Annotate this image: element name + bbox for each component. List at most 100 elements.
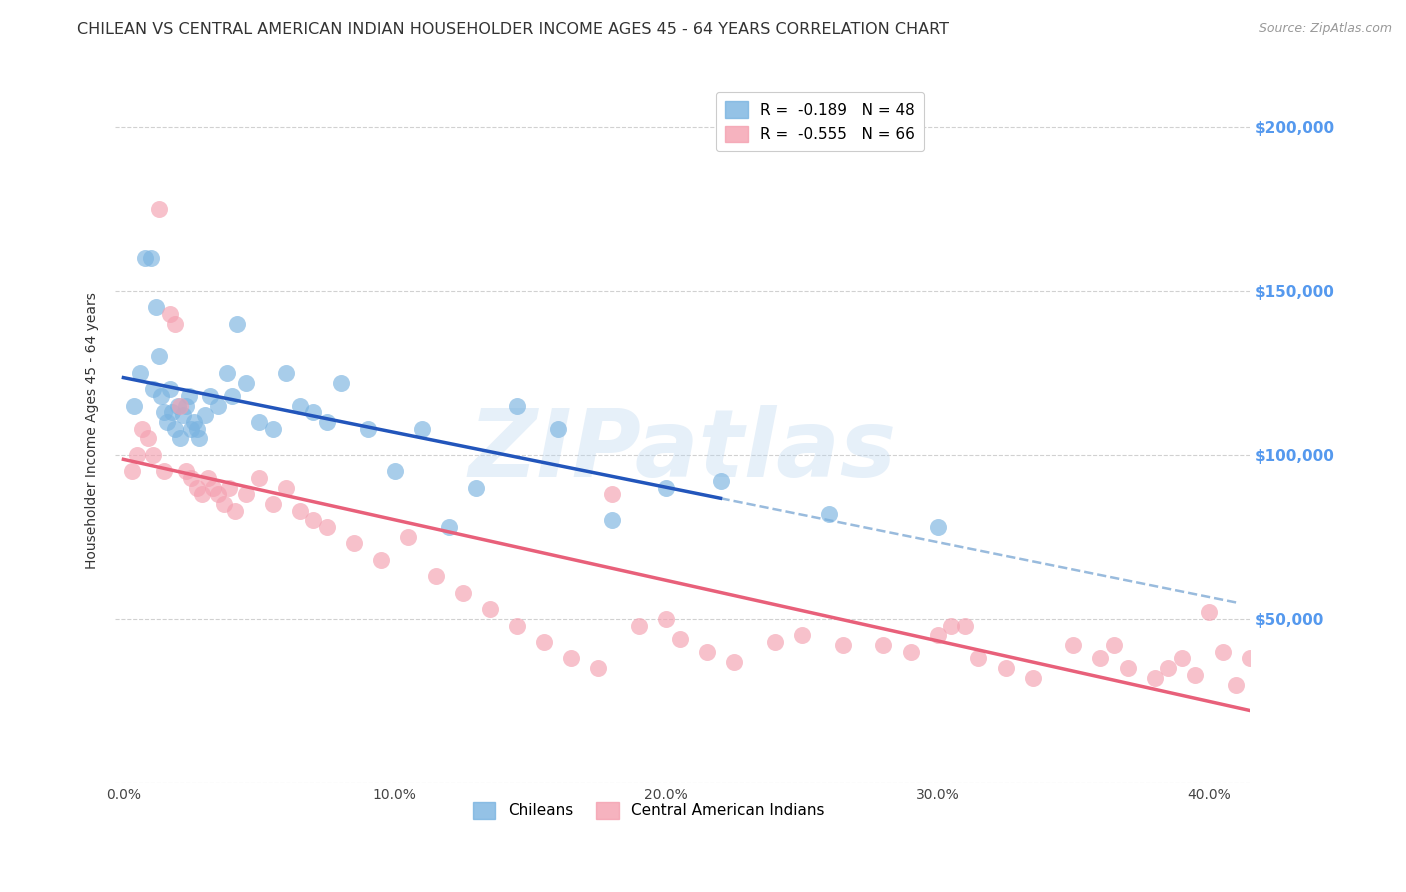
Point <box>131 421 153 435</box>
Point <box>276 366 298 380</box>
Point <box>655 612 678 626</box>
Point <box>547 421 569 435</box>
Point <box>218 481 240 495</box>
Point <box>148 350 170 364</box>
Point <box>183 415 205 429</box>
Text: Source: ZipAtlas.com: Source: ZipAtlas.com <box>1258 22 1392 36</box>
Point <box>156 415 179 429</box>
Point <box>197 471 219 485</box>
Point <box>153 464 176 478</box>
Point <box>669 632 692 646</box>
Point <box>221 389 243 403</box>
Point <box>533 635 555 649</box>
Point <box>1021 671 1043 685</box>
Point <box>1239 651 1261 665</box>
Point <box>177 389 200 403</box>
Point <box>506 618 529 632</box>
Point <box>425 569 447 583</box>
Point <box>194 409 217 423</box>
Point <box>200 389 222 403</box>
Point <box>159 382 181 396</box>
Point <box>159 307 181 321</box>
Point <box>276 481 298 495</box>
Point <box>1157 661 1180 675</box>
Point <box>628 618 651 632</box>
Point <box>247 415 270 429</box>
Point <box>953 618 976 632</box>
Point <box>329 376 352 390</box>
Point <box>122 399 145 413</box>
Point <box>262 497 284 511</box>
Point <box>186 481 208 495</box>
Point <box>207 487 229 501</box>
Point <box>437 520 460 534</box>
Point <box>186 421 208 435</box>
Point <box>139 251 162 265</box>
Point <box>169 432 191 446</box>
Point <box>1225 677 1247 691</box>
Point <box>927 628 949 642</box>
Point <box>506 399 529 413</box>
Legend: Chileans, Central American Indians: Chileans, Central American Indians <box>467 796 831 825</box>
Point <box>1116 661 1139 675</box>
Y-axis label: Householder Income Ages 45 - 64 years: Householder Income Ages 45 - 64 years <box>86 292 100 569</box>
Point <box>142 448 165 462</box>
Point <box>465 481 488 495</box>
Point <box>872 638 894 652</box>
Point <box>1171 651 1194 665</box>
Point <box>818 507 841 521</box>
Point <box>262 421 284 435</box>
Point <box>478 602 501 616</box>
Point <box>357 421 380 435</box>
Point <box>235 487 257 501</box>
Point <box>655 481 678 495</box>
Point <box>790 628 813 642</box>
Point <box>763 635 786 649</box>
Point <box>696 645 718 659</box>
Point <box>927 520 949 534</box>
Point <box>600 514 623 528</box>
Point <box>169 399 191 413</box>
Point <box>370 553 392 567</box>
Point <box>994 661 1017 675</box>
Point <box>191 487 214 501</box>
Point <box>153 405 176 419</box>
Point <box>302 405 325 419</box>
Text: ZIPatlas: ZIPatlas <box>468 405 897 498</box>
Point <box>831 638 853 652</box>
Point <box>1212 645 1234 659</box>
Point <box>150 389 173 403</box>
Point <box>180 471 202 485</box>
Point <box>134 251 156 265</box>
Point <box>172 409 194 423</box>
Point <box>343 536 366 550</box>
Point <box>1062 638 1084 652</box>
Point <box>384 464 406 478</box>
Point <box>600 487 623 501</box>
Point <box>588 661 610 675</box>
Point <box>411 421 433 435</box>
Point <box>396 530 419 544</box>
Point <box>1143 671 1166 685</box>
Point <box>180 421 202 435</box>
Point <box>201 481 224 495</box>
Point <box>142 382 165 396</box>
Point <box>224 503 246 517</box>
Point <box>288 503 311 517</box>
Point <box>451 585 474 599</box>
Point <box>188 432 211 446</box>
Point <box>162 405 184 419</box>
Point <box>136 432 159 446</box>
Point <box>1184 667 1206 681</box>
Point <box>1102 638 1125 652</box>
Point <box>163 421 186 435</box>
Point <box>166 399 188 413</box>
Point <box>302 514 325 528</box>
Point <box>967 651 990 665</box>
Point <box>247 471 270 485</box>
Point <box>125 448 148 462</box>
Point <box>226 317 249 331</box>
Point <box>1198 606 1220 620</box>
Point <box>128 366 150 380</box>
Point <box>316 520 339 534</box>
